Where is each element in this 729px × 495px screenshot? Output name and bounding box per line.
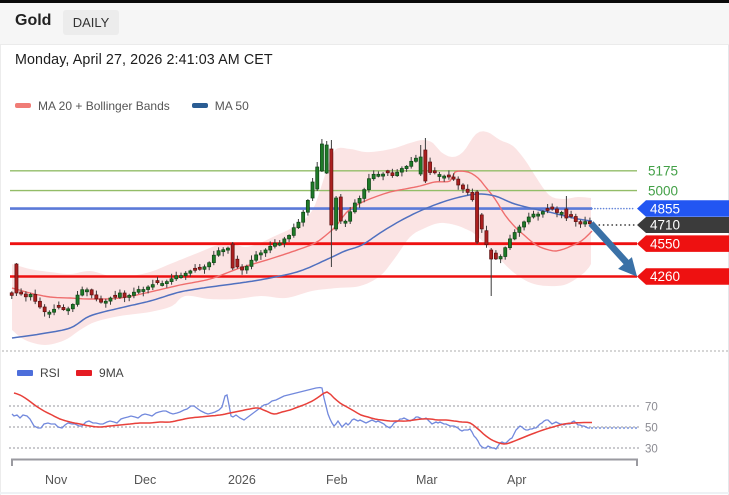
svg-text:50: 50 (645, 423, 658, 435)
svg-text:4550: 4550 (650, 236, 680, 251)
svg-text:30: 30 (645, 444, 658, 456)
svg-text:5175: 5175 (648, 164, 678, 179)
svg-text:70: 70 (645, 402, 658, 414)
svg-text:4855: 4855 (650, 201, 680, 216)
svg-text:4710: 4710 (650, 218, 680, 233)
svg-text:4260: 4260 (650, 269, 680, 284)
svg-text:5000: 5000 (648, 184, 678, 199)
